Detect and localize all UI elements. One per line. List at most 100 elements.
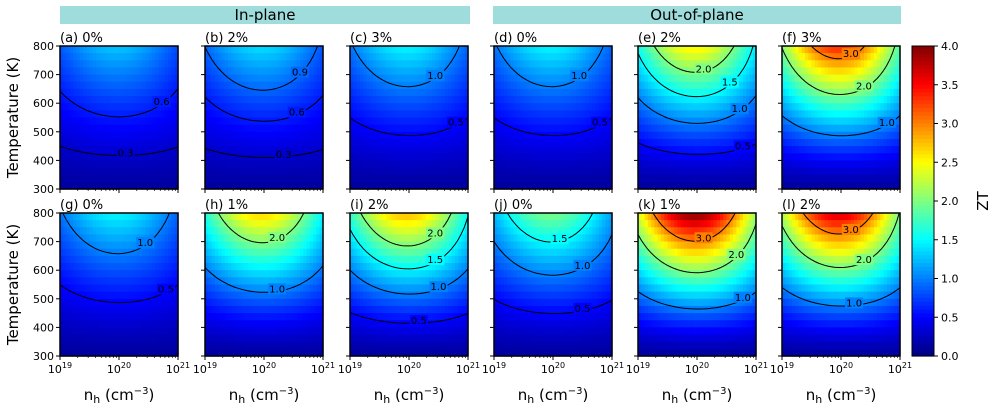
heat-cell	[530, 124, 534, 133]
heat-cell	[303, 160, 308, 169]
heat-cell	[257, 124, 262, 133]
heat-cell	[148, 270, 153, 278]
heat-cell	[155, 234, 159, 243]
heat-cell	[425, 46, 430, 54]
heat-cell	[824, 117, 829, 126]
heat-cell	[296, 160, 301, 169]
heat-cell	[92, 181, 97, 190]
heat-cell	[785, 74, 790, 83]
heat-cell	[526, 146, 531, 154]
heat-cell	[598, 96, 603, 104]
heat-cell	[138, 284, 143, 293]
heat-cell	[821, 53, 826, 61]
heat-cell	[313, 46, 318, 54]
heat-cell	[402, 124, 407, 133]
heat-cell	[359, 46, 364, 54]
heat-cell	[389, 124, 394, 133]
heat-cell	[280, 181, 285, 190]
heat-cell	[566, 117, 570, 126]
heat-cell	[441, 81, 446, 90]
heat-cell	[883, 124, 888, 133]
heat-cell	[96, 131, 100, 140]
heat-cell	[218, 110, 222, 119]
heat-cell	[409, 81, 413, 90]
heat-cell	[801, 103, 806, 111]
heat-cell	[867, 110, 872, 119]
heat-cell	[260, 174, 265, 183]
heat-cell	[379, 146, 384, 154]
heat-cell	[155, 255, 159, 264]
heat-cell	[602, 167, 607, 176]
heat-cell	[89, 81, 94, 90]
heat-cell	[559, 138, 564, 147]
heat-cell	[141, 103, 146, 111]
heat-cell	[309, 96, 314, 104]
heat-cell	[372, 167, 377, 176]
heat-cell	[713, 138, 718, 147]
heat-cell	[526, 138, 531, 147]
heat-cell	[857, 60, 862, 69]
heat-cell	[105, 124, 110, 133]
heat-cell	[448, 53, 453, 61]
heat-cell	[464, 131, 469, 140]
heat-cell	[494, 153, 498, 161]
heat-cell	[585, 124, 590, 133]
heat-cell	[500, 146, 505, 154]
heat-cell	[227, 160, 232, 169]
heat-cell	[821, 81, 826, 90]
heat-cell	[296, 60, 301, 69]
heat-cell	[834, 167, 839, 176]
heat-cell	[791, 81, 796, 90]
heat-cell	[161, 160, 166, 169]
heat-cell	[749, 96, 754, 104]
heat-cell	[372, 103, 377, 111]
heat-cell	[296, 146, 301, 154]
heat-cell	[641, 81, 646, 90]
heat-cell	[464, 174, 469, 183]
heat-cell	[857, 167, 862, 176]
heat-cell	[161, 81, 166, 90]
heat-cell	[145, 227, 150, 236]
heat-cell	[690, 181, 695, 190]
heat-cell	[303, 60, 308, 69]
heat-cell	[651, 81, 655, 90]
heat-cell	[92, 74, 97, 83]
heat-cell	[752, 138, 757, 147]
heat-cell	[670, 153, 675, 161]
heat-cell	[752, 103, 757, 111]
heat-cell	[458, 46, 463, 54]
heat-cell	[513, 74, 518, 83]
heat-cell	[729, 131, 734, 140]
heat-cell	[647, 153, 652, 161]
heat-cell	[687, 46, 692, 54]
heat-cell	[683, 74, 688, 83]
heat-cell	[553, 74, 557, 83]
heat-cell	[79, 160, 84, 169]
heat-cell	[896, 67, 901, 76]
heat-cell	[746, 53, 751, 61]
heat-cell	[161, 53, 166, 61]
heat-cell	[507, 153, 511, 161]
heat-cell	[886, 53, 891, 61]
heat-cell	[102, 88, 107, 97]
heat-cell	[818, 67, 822, 76]
heat-cell	[873, 81, 878, 90]
heat-cell	[595, 160, 600, 169]
contour-label-bg	[730, 103, 749, 115]
heat-cell	[494, 160, 498, 169]
heat-cell	[503, 167, 508, 176]
heat-cell	[873, 74, 878, 83]
heat-cell	[86, 255, 91, 264]
heat-cell	[654, 138, 659, 147]
heat-cell	[135, 181, 140, 190]
heat-cell	[572, 53, 577, 61]
heat-cell	[211, 53, 216, 61]
heat-cell	[801, 174, 806, 183]
heat-cell	[82, 74, 87, 83]
heat-cell	[369, 181, 374, 190]
heat-cell	[280, 138, 285, 147]
heat-cell	[608, 81, 613, 90]
heat-cell	[736, 131, 741, 140]
heat-cell	[497, 60, 502, 69]
heat-cell	[520, 46, 525, 54]
